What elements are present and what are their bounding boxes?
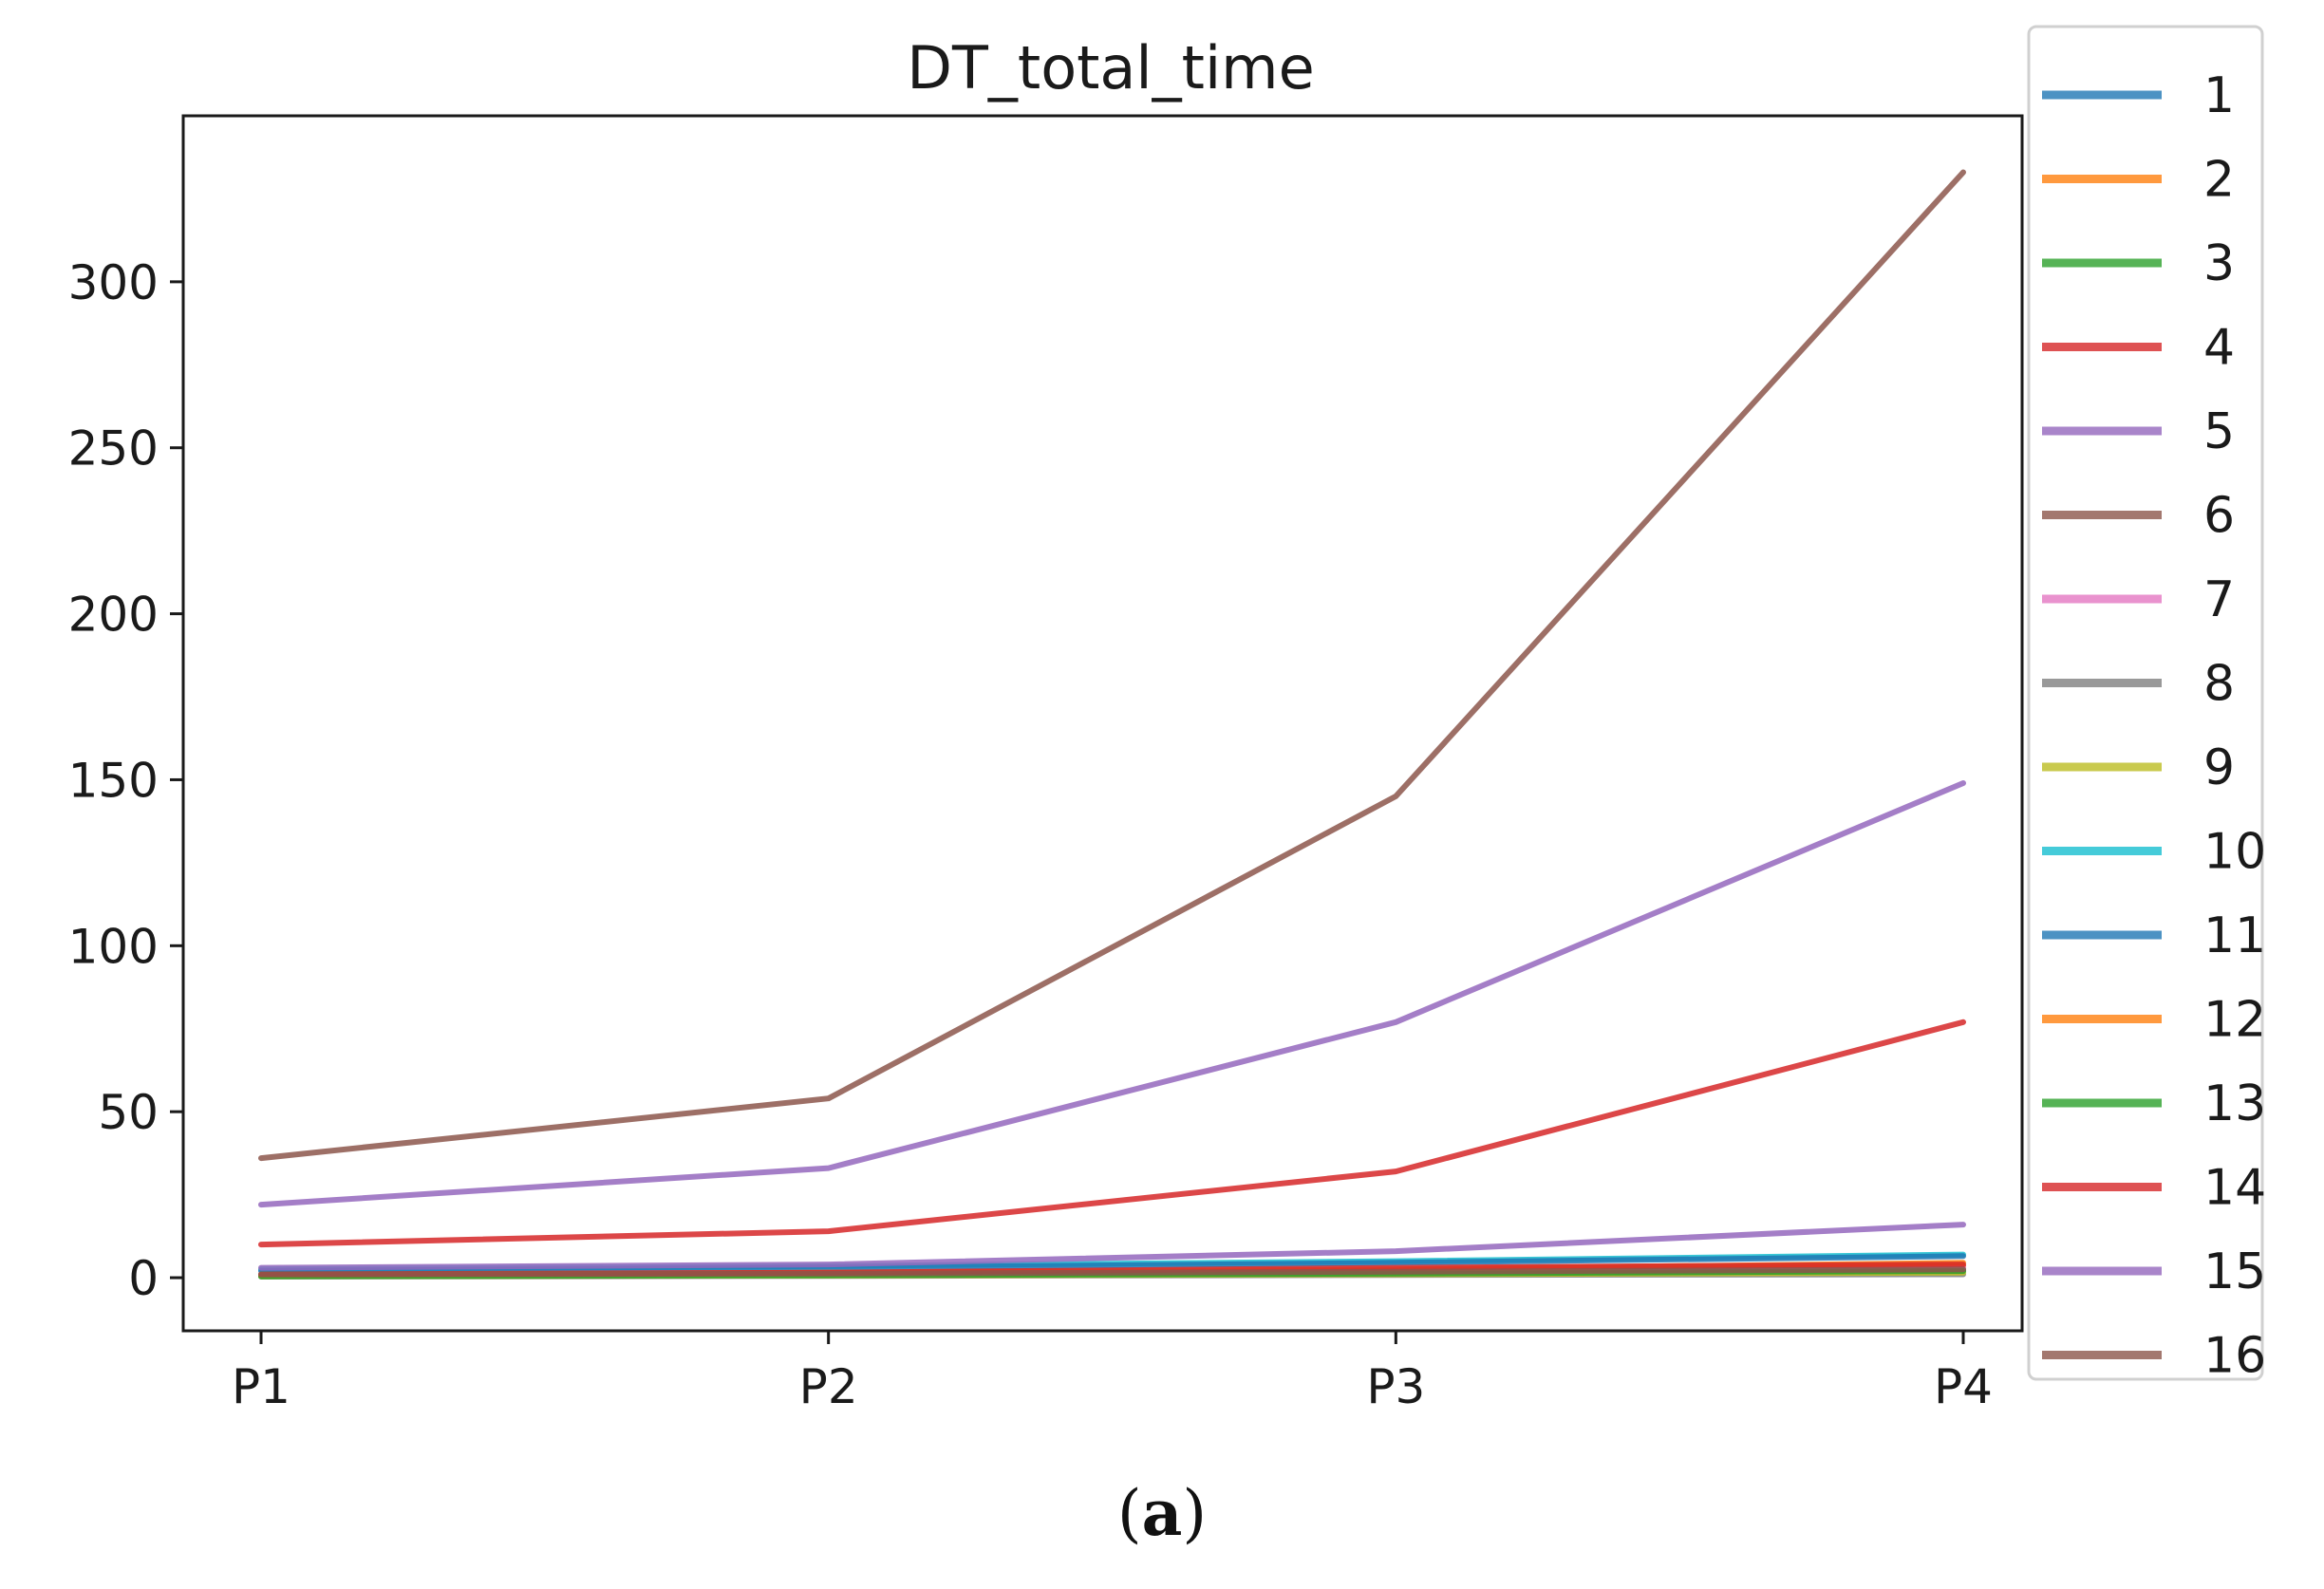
series-line-15 (258, 1222, 1966, 1271)
legend-label-14: 14 (2203, 1160, 2266, 1217)
figure-caption: (a) (0, 1476, 2324, 1550)
legend-label-12: 12 (2203, 992, 2266, 1049)
x-tick-label: P2 (799, 1359, 858, 1414)
legend-label-2: 2 (2203, 152, 2235, 209)
legend-label-7: 7 (2203, 571, 2235, 628)
y-tick-label: 50 (98, 1085, 159, 1140)
legend-label-9: 9 (2203, 739, 2235, 796)
legend-label-3: 3 (2203, 235, 2235, 292)
legend-label-5: 5 (2203, 403, 2235, 460)
legend-label-1: 1 (2203, 67, 2235, 124)
legend-label-16: 16 (2203, 1328, 2266, 1385)
series-line-5 (258, 780, 1966, 1208)
y-tick-label: 200 (68, 588, 159, 643)
legend-label-10: 10 (2203, 824, 2266, 881)
plot-frame (181, 114, 2024, 1333)
y-tick-label: 250 (68, 421, 159, 477)
y-tick-label: 300 (68, 255, 159, 310)
legend-label-6: 6 (2203, 488, 2235, 545)
legend-label-11: 11 (2203, 907, 2266, 964)
x-tick-label: P4 (1934, 1359, 1993, 1414)
series-line-16 (258, 1266, 1966, 1278)
x-tick-label: P1 (232, 1359, 290, 1414)
caption-close-paren: ) (1182, 1477, 1208, 1550)
legend-label-13: 13 (2203, 1075, 2266, 1132)
y-tick-label: 100 (68, 919, 159, 974)
legend-label-8: 8 (2203, 656, 2235, 713)
series-line-11 (258, 1253, 1966, 1274)
series-line-4 (258, 1019, 1966, 1248)
y-tick-label: 150 (68, 753, 159, 808)
y-tick-label: 0 (128, 1251, 159, 1306)
x-tick-label: P3 (1366, 1359, 1425, 1414)
legend-label-15: 15 (2203, 1243, 2266, 1300)
series-line-6 (258, 169, 1966, 1162)
caption-letter: a (1141, 1476, 1183, 1550)
legend-label-4: 4 (2203, 320, 2235, 377)
plot-area: 0 50 100 150 200 250 300 P1 P2 P3 P4 (68, 114, 2024, 1414)
chart-title: DT_total_time (907, 33, 1314, 103)
legend-box (2027, 25, 2264, 1381)
caption-open-paren: ( (1116, 1477, 1142, 1550)
